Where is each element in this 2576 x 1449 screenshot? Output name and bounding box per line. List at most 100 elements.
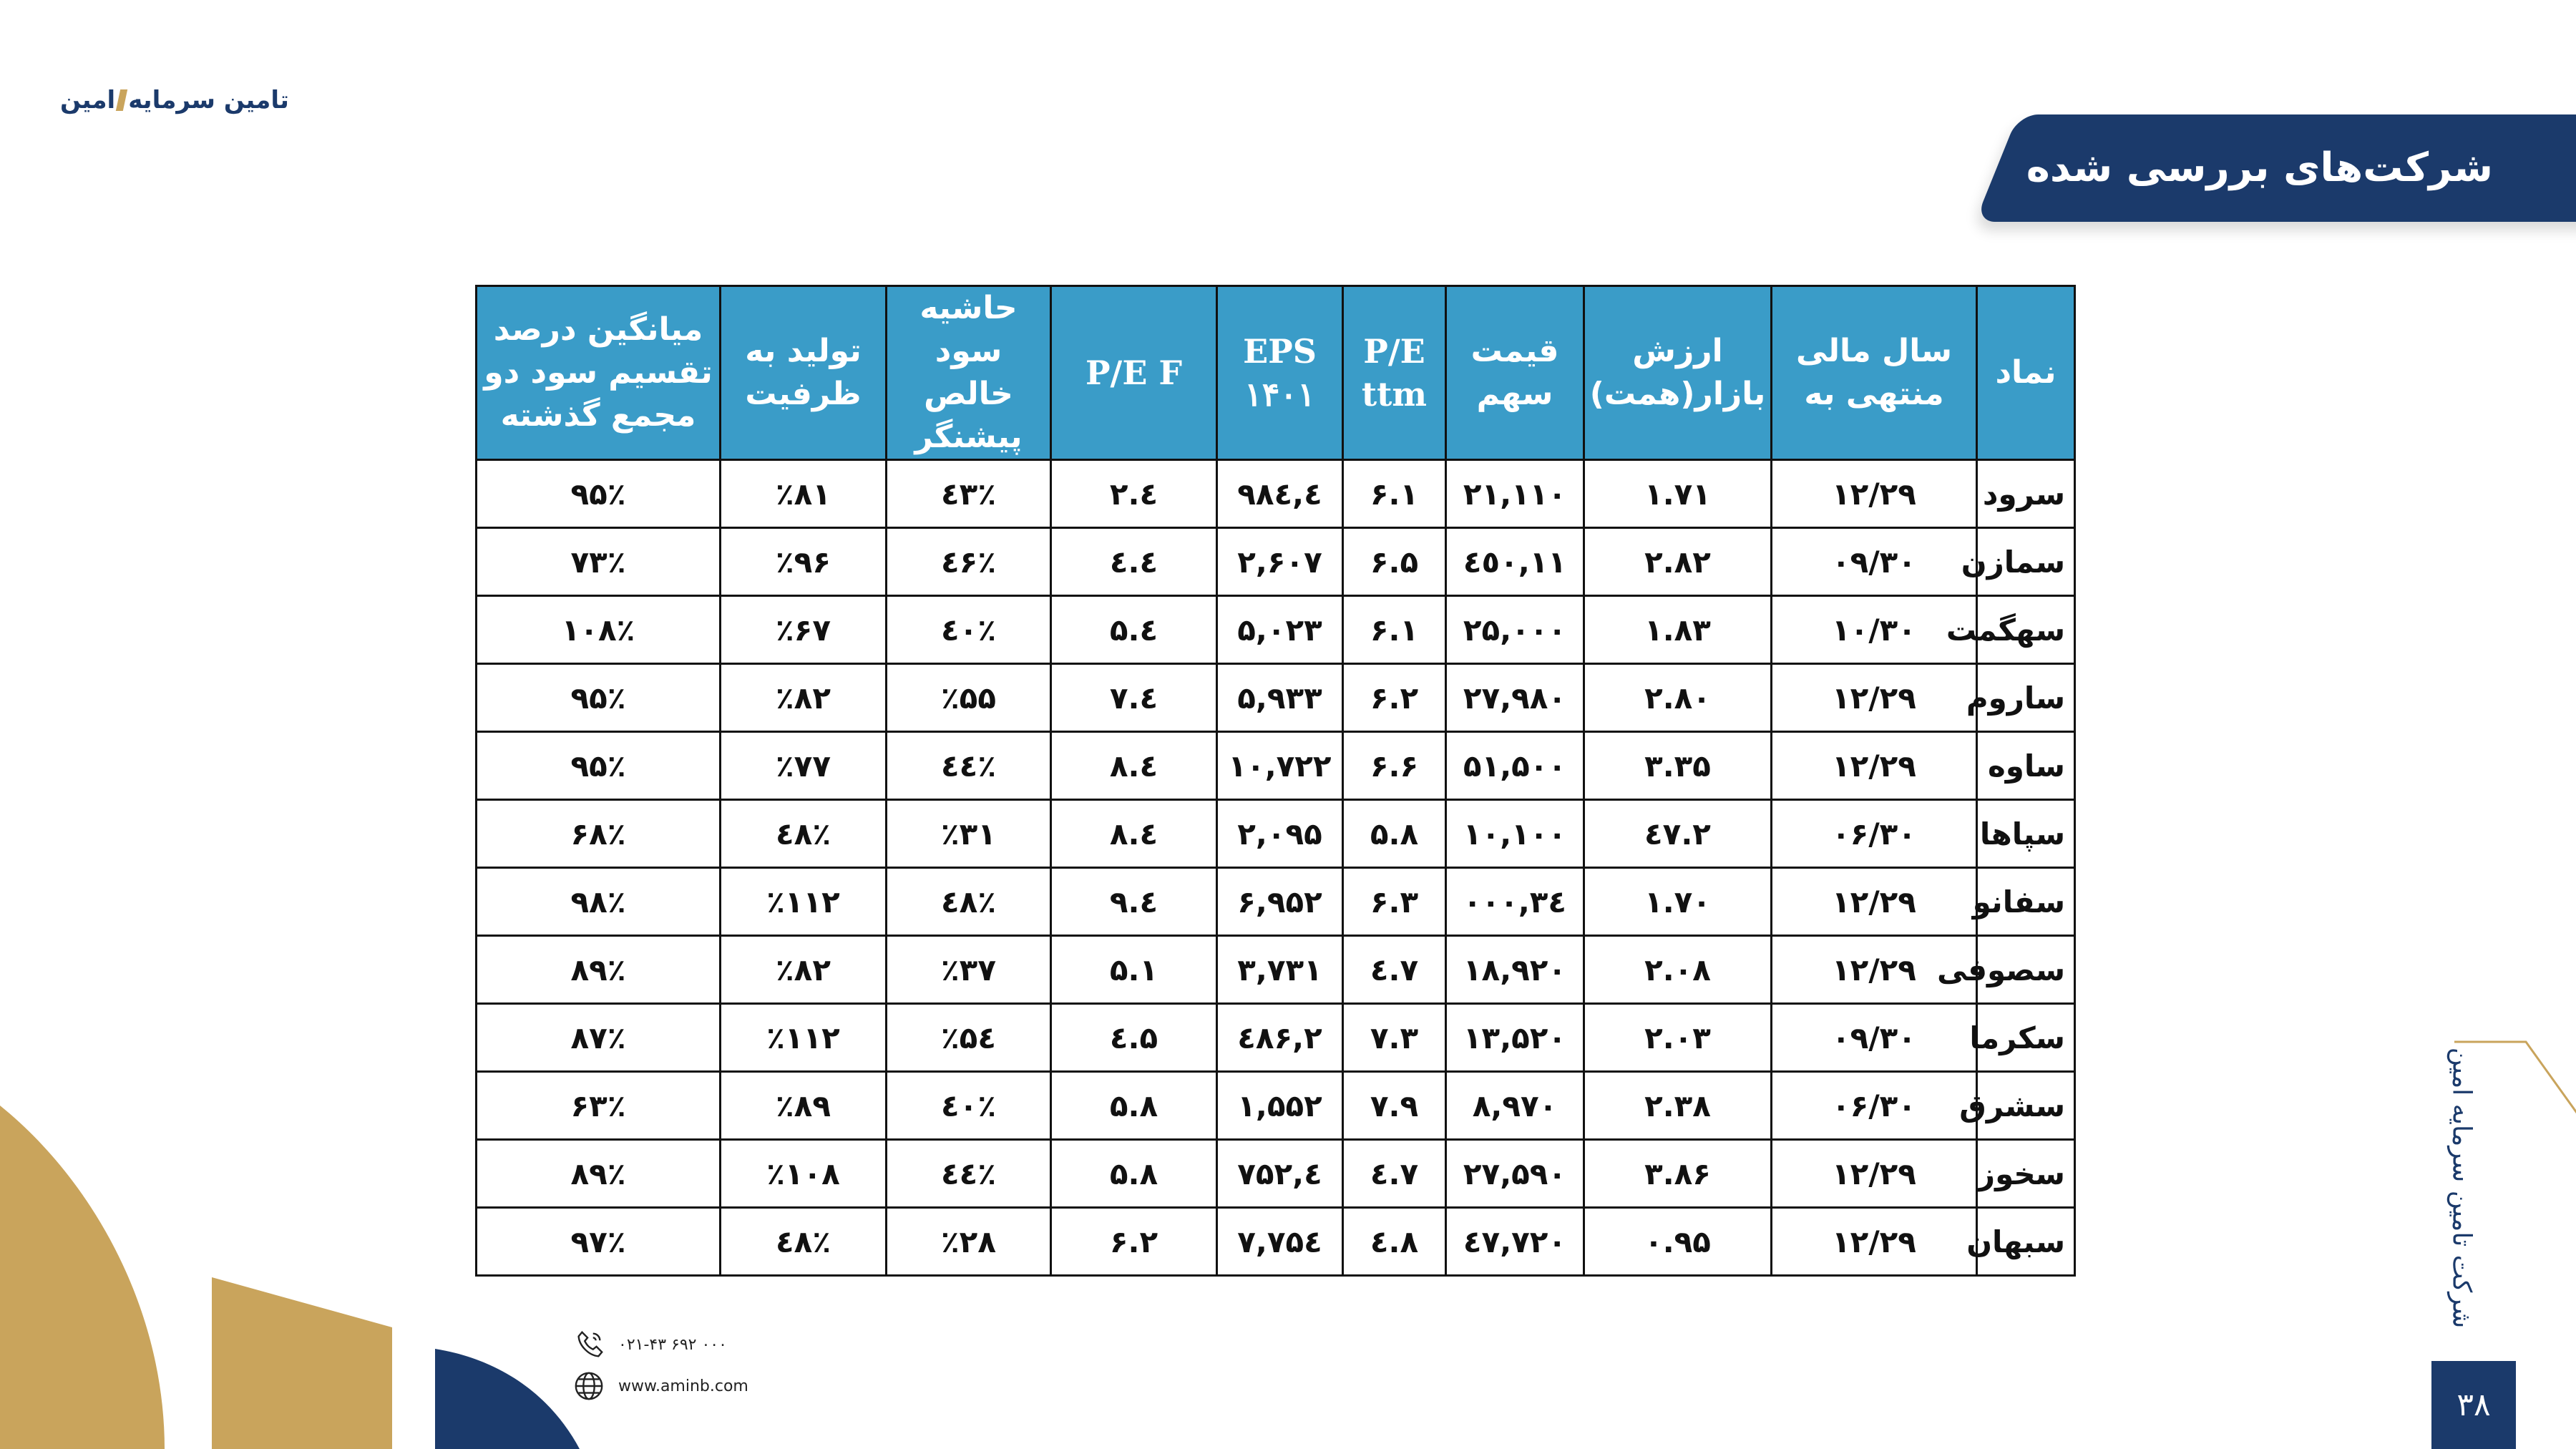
- table-cell: ٪۱۱۲: [719, 1002, 887, 1073]
- table-header-cell: حاشیه سود خالص پیشنگر: [885, 285, 1052, 461]
- table-cell: ۱,۵۵۲: [1216, 1070, 1344, 1141]
- table-cell: ٤.۵: [1050, 595, 1218, 665]
- gold-block-shape: [212, 1277, 392, 1449]
- table-cell: ۲۷,۹۸۰: [1445, 663, 1585, 733]
- table-cell: ٤,۷۵۲: [1216, 1138, 1344, 1209]
- brand-logo-separator: [115, 89, 128, 111]
- table-cell: ٪٤۶: [885, 527, 1052, 597]
- table-cell: ۲.٤۷: [1583, 799, 1772, 869]
- table-cell: ٪۶۷: [719, 595, 887, 665]
- table-cell: ۹۵٪: [475, 731, 721, 801]
- table-cell: ٤,۹۸٤: [1216, 459, 1344, 529]
- table-cell: ٪٤٤: [885, 1138, 1052, 1209]
- table-cell: ۵.۸: [1050, 1070, 1218, 1141]
- gold-arc-shape: [0, 1106, 165, 1449]
- table-cell: ٪٤۸: [719, 1206, 887, 1277]
- symbol-cell: سهگمت: [1946, 595, 2076, 665]
- table-cell: ٤.۷: [1050, 663, 1218, 733]
- table-cell: ۶.۲: [1050, 1206, 1218, 1277]
- table-cell: ۶.۵: [1342, 527, 1447, 597]
- brand-logo-part2: امین: [60, 86, 116, 114]
- table-cell: ۳,۷۳۱: [1216, 935, 1344, 1005]
- table-header-cell: نماد: [1976, 285, 2076, 461]
- table-cell: ۲.۸۰: [1583, 663, 1772, 733]
- table-row: سبهان ۱۲/۲۹ ۰.۹۵ ٤۷,۷۲۰ ۸.٤ ۷,۷۵٤ ۶.۲ ٪۲۸ ٪٤۸ ۹۷٪: [475, 1206, 2076, 1277]
- table-header-row: نماد سال مالی منتهی به ارزش بازار(همت) قیمت…: [475, 285, 2076, 461]
- table-cell: ٤۷,۷۲۰: [1445, 1206, 1585, 1277]
- table-cell: ۶,۹۵۲: [1216, 867, 1344, 937]
- table-cell: ۱.۸۳: [1583, 595, 1772, 665]
- table-cell: ۵.۸: [1342, 799, 1447, 869]
- table-cell: ۸۹٪: [475, 1138, 721, 1209]
- table-cell: ۱۲/۲۹: [1770, 1206, 1978, 1277]
- page-title: شرکت‌های بررسی شده: [2026, 145, 2493, 191]
- table-header-cell: قیمت سهم: [1445, 285, 1585, 461]
- table-cell: ۵,۰۲۳: [1216, 595, 1344, 665]
- phone-number: ۰۲۱-۴۳ ۶۹۲ ۰۰۰: [618, 1335, 727, 1354]
- corner-line-decoration: [2454, 1040, 2576, 1114]
- table-cell: ۱۲/۲۹: [1770, 867, 1978, 937]
- table-cell: ۱.۷۱: [1583, 459, 1772, 529]
- table-row: سشرق ۰۶/۳۰ ۲.۳۸ ۸,۹۷۰ ۷.۹ ۱,۵۵۲ ۵.۸ ٪٤۰ ٪۸۹ ۶۳٪: [475, 1070, 2076, 1141]
- table-cell: ۹۵٪: [475, 459, 721, 529]
- table-header-cell: تولید به ظرفیت: [719, 285, 887, 461]
- table-cell: ۲۱,۱۱۰: [1445, 459, 1585, 529]
- company-name-vertical-container: شرکت تامین سرمایه امین: [2440, 1048, 2483, 1329]
- table-cell: ۵.۸: [1050, 1138, 1218, 1209]
- globe-icon: [575, 1372, 603, 1400]
- table-cell: ۰۶/۳۰: [1770, 1070, 1978, 1141]
- symbol-cell: سپاها: [1976, 799, 2076, 869]
- website-link[interactable]: www.aminb.com: [618, 1377, 748, 1395]
- table-header-cell: P/E F: [1050, 285, 1218, 461]
- table-cell: ۶.۱: [1342, 595, 1447, 665]
- table-cell: ۹۸٪: [475, 867, 721, 937]
- page-number: ۳۸: [2431, 1361, 2516, 1449]
- contact-info: ۰۲۱-۴۳ ۶۹۲ ۰۰۰ www.aminb.com: [572, 1324, 748, 1407]
- table-cell: ۰۹/۳۰: [1770, 527, 1978, 597]
- brand-logo-part1: تامین سرمایه: [128, 86, 289, 114]
- table-cell: ۲,٤۸۶: [1216, 1002, 1344, 1073]
- table-cell: ۱۸,۹۲۰: [1445, 935, 1585, 1005]
- table-cell: ۰.۹۵: [1583, 1206, 1772, 1277]
- table-cell: ٪۸۱: [719, 459, 887, 529]
- table-cell: ٤.٤: [1050, 527, 1218, 597]
- phone-row: ۰۲۱-۴۳ ۶۹۲ ۰۰۰: [572, 1324, 748, 1365]
- table-cell: ۱۲/۲۹: [1770, 935, 1978, 1005]
- table-cell: ۱۰,۷۲۲: [1216, 731, 1344, 801]
- table-cell: ٪۹۶: [719, 527, 887, 597]
- symbol-cell: سفانو: [1973, 867, 2076, 937]
- table-cell: ٪۲۸: [885, 1206, 1052, 1277]
- table-row: سمازن ۰۹/۳۰ ۲.۸۲ ۱۱,٤٥۰ ۶.۵ ۲,۶۰۷ ٤.٤ ٪٤۶ ٪۹۶ ۷۳٪: [475, 527, 2076, 597]
- table-cell: ٪۵٤: [885, 1002, 1052, 1073]
- table-cell: ۷,۷۵٤: [1216, 1206, 1344, 1277]
- table-cell: ۵۱,۵۰۰: [1445, 731, 1585, 801]
- table-cell: ٪۱۱۲: [719, 867, 887, 937]
- companies-table: نماد سال مالی منتهی به ارزش بازار(همت) قیمت…: [475, 285, 2076, 1277]
- symbol-cell: ساروم: [1966, 663, 2076, 733]
- companies-table-wrapper: نماد سال مالی منتهی به ارزش بازار(همت) قیمت…: [475, 285, 2076, 1277]
- table-cell: ۸۷٪: [475, 1002, 721, 1073]
- table-cell: ٪۸۹: [719, 1070, 887, 1141]
- symbol-cell: سمازن: [1961, 527, 2076, 597]
- table-cell: ٪٤٤: [885, 731, 1052, 801]
- table-cell: ۶.۲: [1342, 663, 1447, 733]
- table-cell: ٪۳۷: [885, 935, 1052, 1005]
- table-cell: ۲۷,۵۹۰: [1445, 1138, 1585, 1209]
- table-row: سکرما ۰۹/۳۰ ۲.۰۳ ۱۳,۵۲۰ ۷.۳ ۲,٤۸۶ ۵.٤ ٪۵٤ ٪۱۱۲ ۸۷…: [475, 1002, 2076, 1073]
- table-header-cell: P/E ttm: [1342, 285, 1447, 461]
- navy-arc-shape: [435, 1349, 580, 1449]
- table-row: ساروم ۱۲/۲۹ ۲.۸۰ ۲۷,۹۸۰ ۶.۲ ۵,۹۳۳ ٤.۷ ٪۵۵ ٪۸۲ ۹۵٪: [475, 663, 2076, 733]
- table-header-cell: ارزش بازار(همت): [1583, 285, 1772, 461]
- table-cell: ۲,۰۹۵: [1216, 799, 1344, 869]
- table-row: ساوه ۱۲/۲۹ ۳.۳۵ ۵۱,۵۰۰ ۶.۶ ۱۰,۷۲۲ ٤.۸ ٪٤٤ ٪۷۷ ۹۵٪: [475, 731, 2076, 801]
- table-cell: ۲۵,۰۰۰: [1445, 595, 1585, 665]
- table-cell: ٤.۸: [1050, 799, 1218, 869]
- table-cell: ٪٤۳: [885, 459, 1052, 529]
- table-cell: ۱۲/۲۹: [1770, 1138, 1978, 1209]
- table-cell: ۲.۸۲: [1583, 527, 1772, 597]
- table-cell: ٪٤۰: [885, 595, 1052, 665]
- table-row: سخوز ۱۲/۲۹ ۳.۸۶ ۲۷,۵۹۰ ۷.٤ ٤,۷۵۲ ۵.۸ ٪٤٤ ٪۱۰۸ ۸۹٪: [475, 1138, 2076, 1209]
- table-header-cell: سال مالی منتهی به: [1770, 285, 1978, 461]
- table-cell: ۱۲/۲۹: [1770, 731, 1978, 801]
- table-cell: ۱۲/۲۹: [1770, 663, 1978, 733]
